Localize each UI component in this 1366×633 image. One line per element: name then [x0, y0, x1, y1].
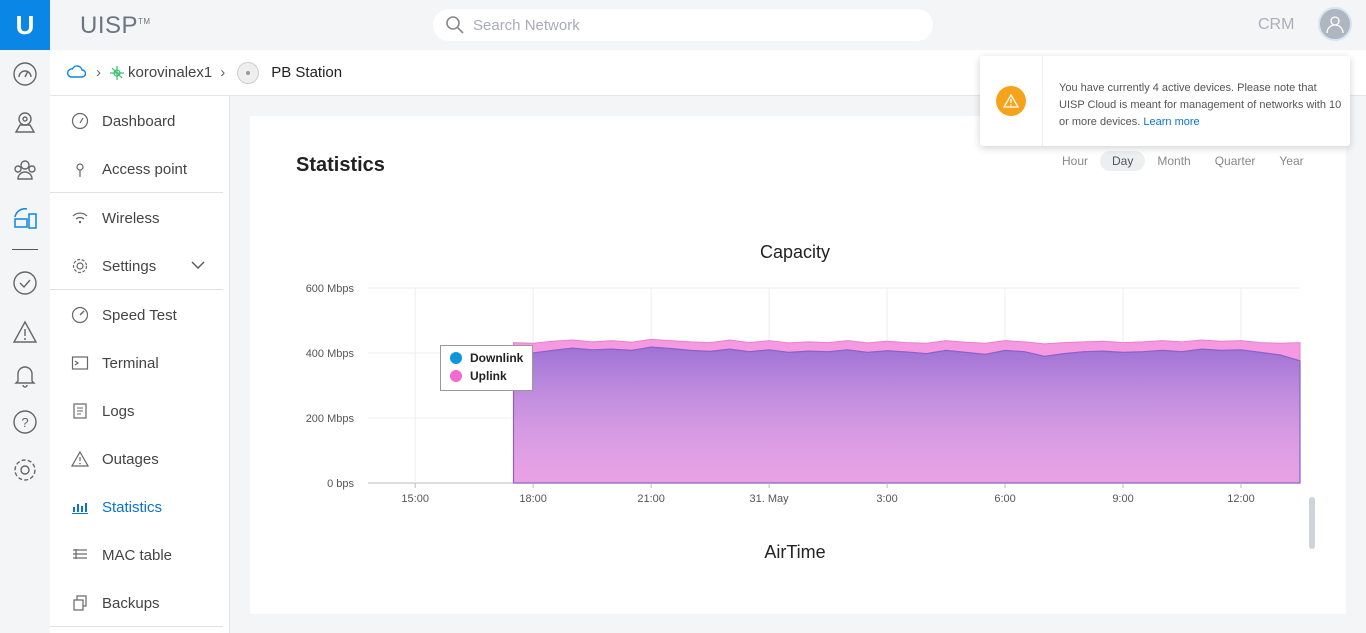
terminal-icon: [70, 353, 90, 373]
alerts-icon[interactable]: [11, 318, 39, 346]
period-month[interactable]: Month: [1157, 154, 1191, 168]
page-title: Statistics: [296, 154, 385, 176]
dashboard-icon: [70, 111, 90, 131]
devices-icon[interactable]: [11, 204, 39, 232]
uisp-logo[interactable]: U: [0, 0, 50, 50]
sidebar-item-backups[interactable]: Backups: [50, 580, 229, 626]
left-rail: U ?: [0, 0, 51, 633]
station-icon: [237, 61, 260, 84]
sidebar-item-settings[interactable]: Settings: [50, 243, 229, 289]
breadcrumb-site[interactable]: korovinalex1: [109, 64, 212, 81]
period-quarter[interactable]: Quarter: [1214, 154, 1256, 168]
notification-toast: You have currently 4 active devices. Ple…: [980, 56, 1350, 146]
warning-icon: [70, 449, 90, 469]
period-hour[interactable]: Hour: [1062, 154, 1089, 168]
speedometer-icon: [70, 305, 90, 325]
avatar[interactable]: [1318, 7, 1352, 41]
sidebar-item-dashboard[interactable]: Dashboard: [50, 98, 229, 144]
sidebar-item-terminal[interactable]: Terminal: [50, 340, 229, 386]
help-icon[interactable]: ?: [11, 408, 39, 436]
crm-link[interactable]: CRM: [1258, 16, 1295, 33]
svg-text:?: ?: [21, 415, 28, 430]
capacity-chart-title: Capacity: [759, 242, 831, 262]
sidebar-item-access-point[interactable]: Access point: [50, 146, 229, 192]
breadcrumb-device: PB Station: [237, 61, 342, 84]
user-icon: [1326, 16, 1344, 34]
device-sidebar: Dashboard Access point Wireless Settings…: [50, 96, 230, 633]
period-day[interactable]: Day: [1100, 151, 1146, 171]
toast-message: You have currently 4 active devices. Ple…: [1059, 82, 1342, 128]
search-placeholder: Search Network: [473, 16, 580, 34]
scrollbar[interactable]: [1309, 497, 1315, 549]
notifications-icon[interactable]: [11, 361, 39, 389]
chevron-right-icon: ›: [220, 64, 226, 81]
sidebar-item-statistics[interactable]: Statistics: [50, 484, 229, 530]
sidebar-item-mac-table[interactable]: MAC table: [50, 532, 229, 578]
wifi-icon: [70, 208, 90, 228]
downlink-swatch: [450, 352, 462, 364]
dashboard-icon[interactable]: [11, 60, 39, 88]
sidebar-item-speed-test[interactable]: Speed Test: [50, 292, 229, 338]
tasks-icon[interactable]: [11, 269, 39, 297]
uplink-swatch: [450, 370, 462, 382]
learn-more-link[interactable]: Learn more: [1143, 116, 1200, 128]
sidebar-item-logs[interactable]: Logs: [50, 388, 229, 434]
top-bar: UISPTM Search Network CRM: [50, 0, 1366, 50]
logs-icon: [70, 401, 90, 421]
bar-chart-icon: [70, 497, 90, 517]
airtime-chart-title: AirTime: [764, 542, 826, 562]
table-icon: [70, 545, 90, 565]
sidebar-item-wireless[interactable]: Wireless: [50, 195, 229, 241]
chart-legend: Downlink Uplink: [440, 345, 533, 391]
backup-icon: [70, 593, 90, 613]
brand-name: UISPTM: [80, 12, 151, 39]
statistics-panel: Statistics Hour Day Month Quarter Year C…: [250, 116, 1346, 614]
site-icon: [110, 65, 124, 80]
clients-icon[interactable]: [11, 156, 39, 184]
sites-icon[interactable]: [11, 108, 39, 136]
antenna-icon: [70, 159, 90, 179]
warning-icon: [996, 86, 1026, 116]
cloud-icon[interactable]: [66, 64, 87, 82]
search-icon: [445, 15, 465, 39]
chevron-down-icon[interactable]: [190, 257, 206, 277]
chevron-right-icon: ›: [96, 64, 101, 81]
period-selector: Hour Day Month Quarter Year: [1050, 151, 1316, 171]
period-year[interactable]: Year: [1279, 154, 1304, 168]
sidebar-item-outages[interactable]: Outages: [50, 436, 229, 482]
legend-item-downlink[interactable]: Downlink: [450, 351, 523, 365]
gear-icon: [70, 256, 90, 276]
settings-icon[interactable]: [11, 456, 39, 484]
legend-item-uplink[interactable]: Uplink: [450, 369, 507, 383]
search-input[interactable]: Search Network: [433, 9, 933, 41]
